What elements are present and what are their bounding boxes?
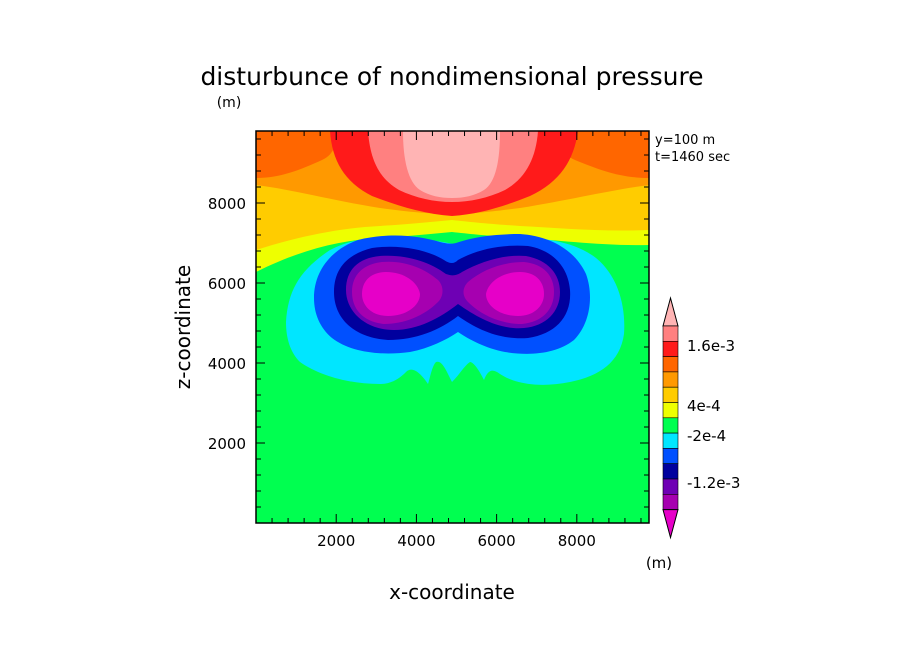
- y-tick-label: 8000: [208, 195, 246, 213]
- colorbar-label-3: -2e-4: [687, 427, 726, 445]
- colorbar-label-1: 1.6e-3: [687, 337, 735, 355]
- colorbar-segment: [662, 325, 679, 342]
- unit-label-top: (m): [217, 95, 242, 111]
- chart-title: disturbunce of nondimensional pressure: [200, 62, 703, 91]
- y-axis-label: z-coordinate: [171, 265, 195, 389]
- colorbar-top-triangle: [662, 296, 679, 327]
- colorbar-segment: [662, 340, 679, 357]
- x-tick-label: 4000: [397, 532, 435, 550]
- x-tick-label: 8000: [558, 532, 596, 550]
- colorbar: [662, 296, 679, 540]
- colorbar-segment: [662, 356, 679, 373]
- info-line-1: y=100 m: [655, 133, 715, 148]
- axis-ticks: [256, 131, 649, 523]
- plot-frame: [255, 130, 650, 524]
- colorbar-label-2: 4e-4: [687, 397, 721, 415]
- y-tick-label: 6000: [208, 275, 246, 293]
- colorbar-segment: [662, 371, 679, 388]
- info-line-2: t=1460 sec: [655, 150, 730, 165]
- contour-band-magenta-right: [486, 272, 544, 316]
- colorbar-segment: [662, 448, 679, 464]
- colorbar-segment: [662, 478, 679, 495]
- y-tick-label: 4000: [208, 355, 246, 373]
- colorbar-segment: [662, 463, 679, 480]
- x-tick-label: 6000: [478, 532, 516, 550]
- colorbar-segment: [662, 402, 679, 419]
- contour-band-magenta-left: [362, 272, 420, 316]
- y-tick-label: 2000: [208, 435, 246, 453]
- axis-tick-labels: 2000 4000 6000 8000 2000 4000 6000 8000: [208, 195, 596, 550]
- contour-band-pink: [403, 131, 500, 198]
- colorbar-segment: [662, 386, 679, 403]
- x-axis-label: x-coordinate: [389, 580, 515, 604]
- unit-label-colorbar: (m): [646, 554, 672, 572]
- x-tick-label: 2000: [317, 532, 355, 550]
- colorbar-segment: [662, 493, 679, 510]
- colorbar-segment: [662, 417, 679, 434]
- contour-plot-area: [256, 131, 649, 523]
- colorbar-label-4: -1.2e-3: [687, 474, 740, 492]
- colorbar-segment: [662, 432, 679, 449]
- colorbar-bottom-triangle: [662, 509, 679, 540]
